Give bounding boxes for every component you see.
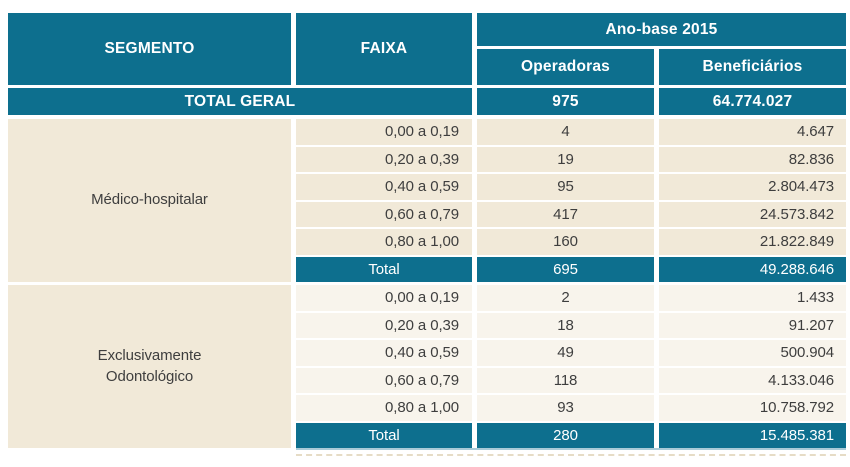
operadoras-cell: 160 <box>477 229 654 255</box>
segment-faixa-table: SEGMENTO FAIXA Ano-base 2015 Operadoras … <box>8 13 846 458</box>
table-row: 0,60 a 0,79 118 4.133.046 <box>296 367 846 393</box>
faixa-cell: 0,40 a 0,59 <box>296 174 472 200</box>
table-row: 0,80 a 1,00 93 10.758.792 <box>296 395 846 421</box>
table-row: 0,40 a 0,59 95 2.804.473 <box>296 174 846 200</box>
total-geral-operadoras: 975 <box>477 88 654 115</box>
operadoras-cell: 118 <box>477 367 654 393</box>
col-header-ano-base: Ano-base 2015 <box>477 13 846 46</box>
operadoras-cell: 93 <box>477 395 654 421</box>
faixa-cell: 0,00 a 0,19 <box>296 285 472 311</box>
operadoras-cell: 417 <box>477 201 654 227</box>
col-header-segmento: SEGMENTO <box>8 13 291 85</box>
segment-total-row: Total 280 15.485.381 <box>296 422 846 448</box>
faixa-cell: 0,60 a 0,79 <box>296 201 472 227</box>
beneficiarios-cell: 1.433 <box>659 285 846 311</box>
total-geral-label: TOTAL GERAL <box>8 88 472 115</box>
segment-total-row: Total 695 49.288.646 <box>296 256 846 282</box>
segment-name-label: Exclusivamente Odontológico <box>97 347 202 385</box>
table-row: 0,40 a 0,59 49 500.904 <box>296 340 846 366</box>
total-geral-row: TOTAL GERAL 975 64.774.027 <box>8 88 846 115</box>
total-label-cell: Total <box>296 422 472 448</box>
total-operadoras-cell: 280 <box>477 422 654 448</box>
beneficiarios-cell: 82.836 <box>659 146 846 172</box>
operadoras-cell: 49 <box>477 340 654 366</box>
beneficiarios-cell: 24.573.842 <box>659 201 846 227</box>
ano-base-header-group: Ano-base 2015 Operadoras Beneficiários <box>477 13 846 85</box>
col-header-beneficiarios: Beneficiários <box>659 49 846 85</box>
table-row: 0,00 a 0,19 2 1.433 <box>296 285 846 311</box>
bottom-accent-line <box>296 448 846 450</box>
beneficiarios-cell: 10.758.792 <box>659 395 846 421</box>
bottom-dashed-line <box>296 454 846 456</box>
table-header: SEGMENTO FAIXA Ano-base 2015 Operadoras … <box>8 13 846 85</box>
table-row: 0,80 a 1,00 160 21.822.849 <box>296 229 846 255</box>
total-label-cell: Total <box>296 256 472 282</box>
faixa-cell: 0,80 a 1,00 <box>296 229 472 255</box>
table-row: 0,20 a 0,39 18 91.207 <box>296 312 846 338</box>
total-beneficiarios-cell: 15.485.381 <box>659 422 846 448</box>
beneficiarios-cell: 2.804.473 <box>659 174 846 200</box>
table-row: 0,60 a 0,79 417 24.573.842 <box>296 201 846 227</box>
operadoras-cell: 4 <box>477 119 654 145</box>
segment-name-label: Médico-hospitalar <box>91 191 208 209</box>
segment-name: Médico-hospitalar <box>8 119 291 282</box>
table-row: 0,00 a 0,19 4 4.647 <box>296 119 846 145</box>
beneficiarios-cell: 21.822.849 <box>659 229 846 255</box>
table-row: 0,20 a 0,39 19 82.836 <box>296 146 846 172</box>
faixa-cell: 0,60 a 0,79 <box>296 367 472 393</box>
operadoras-cell: 2 <box>477 285 654 311</box>
operadoras-cell: 95 <box>477 174 654 200</box>
segment-section-odontologico: Exclusivamente Odontológico 0,00 a 0,19 … <box>8 285 846 448</box>
total-beneficiarios-cell: 49.288.646 <box>659 256 846 282</box>
segment-name: Exclusivamente Odontológico <box>8 285 291 448</box>
total-geral-beneficiarios: 64.774.027 <box>659 88 846 115</box>
beneficiarios-cell: 91.207 <box>659 312 846 338</box>
operadoras-cell: 18 <box>477 312 654 338</box>
col-header-operadoras: Operadoras <box>477 49 654 85</box>
beneficiarios-cell: 500.904 <box>659 340 846 366</box>
faixa-cell: 0,00 a 0,19 <box>296 119 472 145</box>
faixa-cell: 0,80 a 1,00 <box>296 395 472 421</box>
segment-section-medico-hospitalar: Médico-hospitalar 0,00 a 0,19 4 4.647 0,… <box>8 119 846 282</box>
beneficiarios-cell: 4.647 <box>659 119 846 145</box>
faixa-cell: 0,40 a 0,59 <box>296 340 472 366</box>
operadoras-cell: 19 <box>477 146 654 172</box>
faixa-cell: 0,20 a 0,39 <box>296 312 472 338</box>
beneficiarios-cell: 4.133.046 <box>659 367 846 393</box>
faixa-cell: 0,20 a 0,39 <box>296 146 472 172</box>
total-operadoras-cell: 695 <box>477 256 654 282</box>
col-header-faixa: FAIXA <box>296 13 472 85</box>
